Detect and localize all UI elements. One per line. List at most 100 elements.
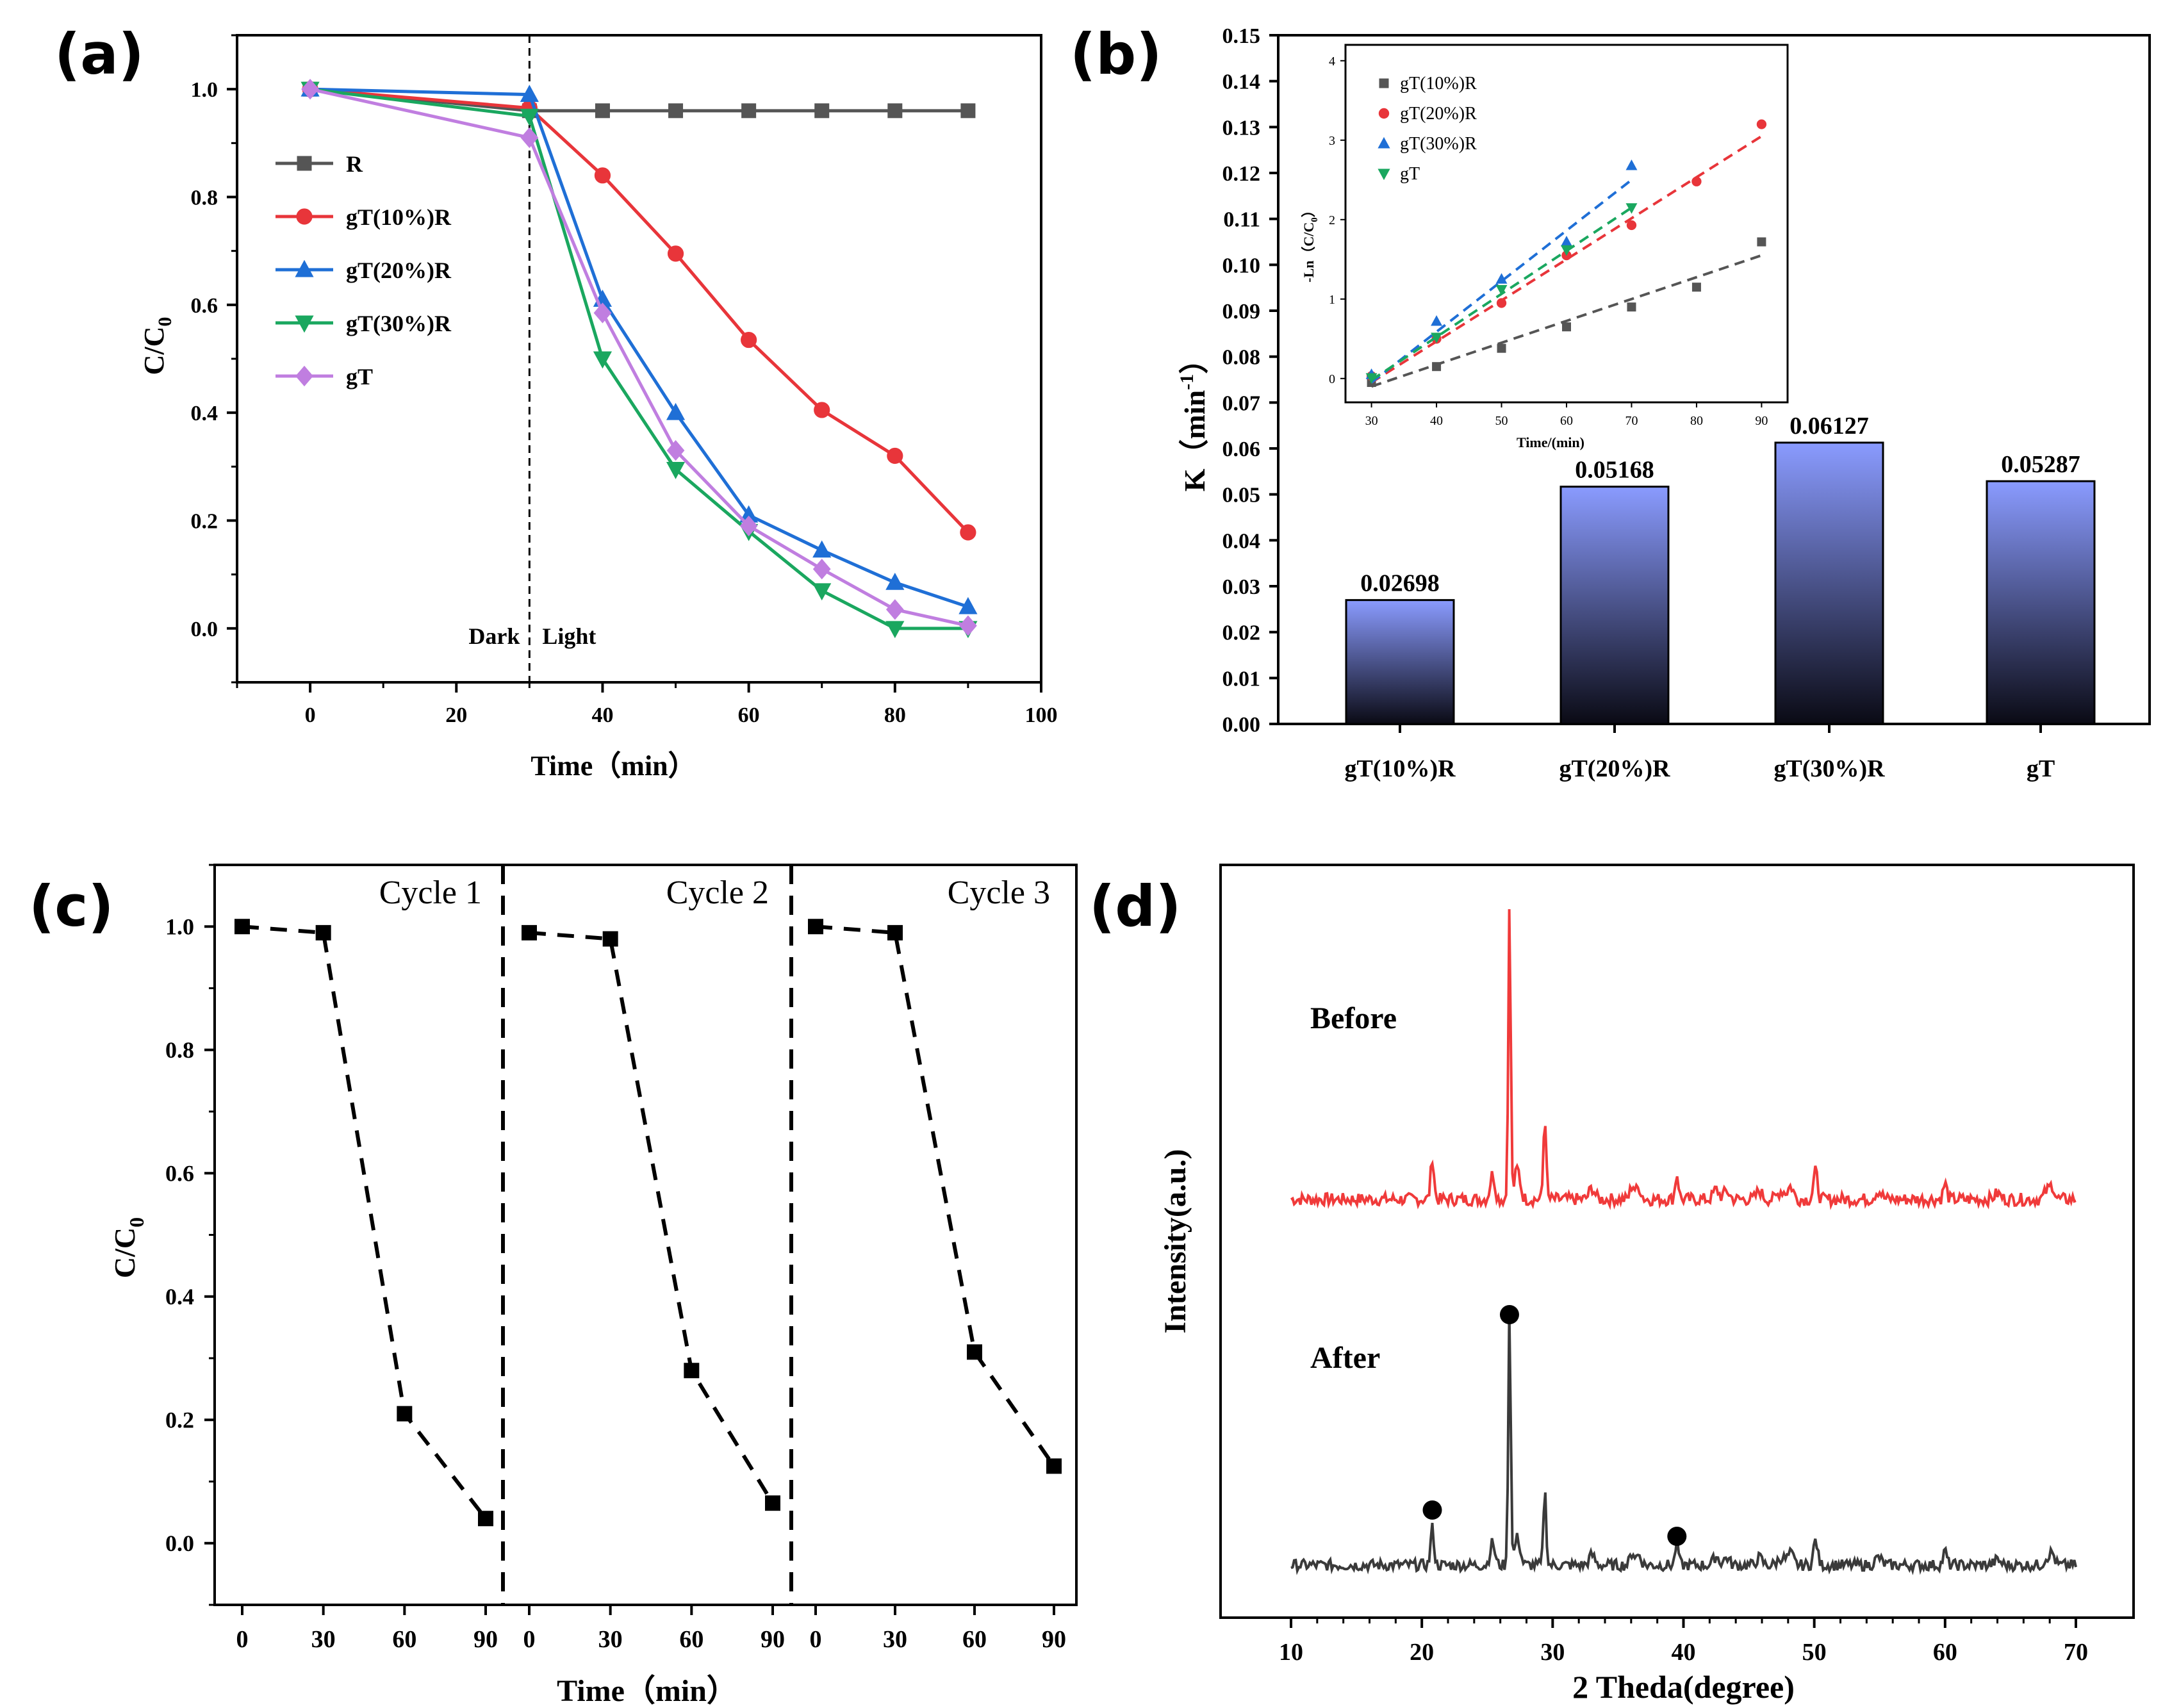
data-point-gT — [593, 302, 612, 324]
data-point-R — [960, 103, 976, 119]
y-tick-label: 0.05 — [1222, 484, 1261, 507]
y-tick-label: 0.11 — [1223, 208, 1260, 232]
data-point — [234, 919, 250, 935]
series-line-gT10R — [309, 87, 969, 534]
y-axis-title-sup: -1 — [1176, 374, 1197, 390]
inset-data-point — [1496, 298, 1507, 308]
y-tick-label: 0.6 — [165, 1160, 194, 1186]
x-tick-label: 60 — [392, 1626, 416, 1653]
x-tick-label: 40 — [1672, 1639, 1696, 1666]
data-point — [808, 919, 823, 935]
cycle-label: Cycle 2 — [666, 875, 769, 911]
legend-label-R: R — [346, 151, 363, 177]
x-axis-title: Time（min） — [557, 1674, 737, 1708]
x-tick-label: 50 — [1802, 1639, 1827, 1666]
inset-data-point — [1691, 283, 1701, 292]
data-point-gT — [812, 559, 831, 580]
inset-data-point — [1431, 333, 1443, 343]
inset-y-tick-label: 1 — [1329, 293, 1335, 307]
x-axis-title: 2 Theda(degree) — [1572, 1669, 1795, 1705]
y-tick-label: 0.06 — [1222, 438, 1261, 461]
y-tick-label: 0.2 — [165, 1407, 194, 1433]
y-tick-label: 0.15 — [1222, 24, 1261, 48]
data-point-gT20R — [666, 402, 686, 420]
inset-frame — [1344, 44, 1789, 404]
inset-data-point — [1562, 322, 1571, 332]
panel-b-label: (b) — [1070, 21, 1162, 87]
y-tick-label: 0.07 — [1222, 391, 1261, 415]
inset-y-tick-label: 0 — [1329, 372, 1335, 386]
inset-data-point — [1561, 245, 1572, 256]
x-tick-label: 70 — [2064, 1639, 2088, 1666]
y-tick-label: 0.2 — [191, 510, 218, 534]
x-tick-label: 90 — [761, 1626, 785, 1653]
y-tick-label: 0.09 — [1222, 300, 1261, 324]
y-tick-label: 0.8 — [191, 186, 218, 210]
panel-a: 0 20 40 60 80 100 0.0 0.2 0.4 0.6 0.8 1.0 Time（min） C… — [138, 34, 1058, 782]
inset-y-tick-label: 3 — [1329, 134, 1335, 148]
y-tick-label: 0.00 — [1222, 713, 1261, 737]
x-axis-title: Time（min） — [531, 750, 696, 782]
peak-marker-dot — [1422, 1500, 1442, 1520]
x-category-label: gT(30%)R — [1773, 755, 1885, 782]
inset-legend-marker — [1378, 108, 1390, 119]
bar-value-label: 0.02698 — [1360, 570, 1440, 597]
bar — [1986, 480, 2096, 725]
plot-frame — [1277, 34, 2151, 725]
x-tick-label: 60 — [1933, 1639, 1957, 1666]
inset-legend-label: gT — [1400, 164, 1420, 184]
y-tick-label: 0.0 — [165, 1531, 194, 1556]
x-category-label: gT(20%)R — [1559, 755, 1670, 782]
data-point-gT — [959, 615, 977, 636]
inset-legend-marker — [1378, 136, 1390, 149]
series-line-gT30R — [309, 87, 968, 630]
legend-label-gT: gT — [346, 364, 373, 390]
inset-y-axis-title-sub: 0 — [1310, 217, 1320, 222]
peak-marker-dot — [1499, 1305, 1519, 1324]
inset-legend-marker — [1379, 78, 1389, 88]
y-axis-title: Intensity(a.u.) — [1158, 1149, 1192, 1333]
cycle-label: Cycle 1 — [379, 875, 482, 911]
data-point-gT — [666, 439, 685, 461]
bar-value-label: 0.05168 — [1575, 457, 1654, 484]
data-point-gT10R — [594, 167, 611, 184]
series-line-R — [309, 87, 968, 113]
y-tick-label: 0.04 — [1222, 529, 1261, 553]
inset-legend-label: gT(10%)R — [1400, 74, 1477, 94]
before-pattern-line — [1290, 909, 2077, 1210]
inset-x-tick-label: 90 — [1755, 414, 1768, 428]
panel-d-label: (d) — [1089, 873, 1181, 939]
inset-y-tick-label: 4 — [1329, 54, 1335, 69]
data-point — [602, 931, 618, 947]
x-tick-label: 20 — [1410, 1639, 1434, 1666]
inset-data-point — [1626, 220, 1637, 231]
y-tick-label: 0.6 — [191, 294, 218, 318]
before-label: Before — [1310, 1001, 1397, 1035]
panel-c-label: (c) — [29, 873, 114, 939]
inset-data-point — [1757, 237, 1766, 247]
x-tick-label: 60 — [962, 1626, 987, 1653]
data-point — [765, 1495, 780, 1511]
after-pattern-line — [1290, 1309, 2077, 1575]
y-tick-label: 0.13 — [1222, 116, 1261, 140]
data-point-gT — [885, 599, 904, 620]
y-tick-label: 1.0 — [191, 78, 218, 102]
data-point-gT — [520, 127, 539, 149]
legend-label-gT10R: gT(10%)R — [346, 204, 452, 230]
data-point-gT10R — [887, 447, 903, 464]
plot-frame — [1219, 864, 2135, 1619]
y-axis-title: C/C0 — [108, 1217, 148, 1278]
data-point-gT30R — [812, 583, 832, 601]
inset-data-point — [1365, 373, 1378, 384]
inset-legend-label: gT(20%)R — [1400, 104, 1477, 124]
x-category-label: gT(10%)R — [1344, 755, 1456, 782]
panel-d: 10 20 30 40 50 60 70 2 Theda(degree) Intensity(a… — [1158, 864, 2135, 1705]
inset-data-point — [1495, 273, 1508, 284]
y-tick-label: 0.8 — [165, 1037, 194, 1063]
x-tick-label: 80 — [884, 703, 906, 727]
inset-y-tick-label: 2 — [1329, 213, 1335, 227]
data-point-R — [595, 103, 610, 119]
bar-value-label: 0.05287 — [2001, 451, 2080, 478]
x-tick-label: 0 — [236, 1626, 249, 1653]
